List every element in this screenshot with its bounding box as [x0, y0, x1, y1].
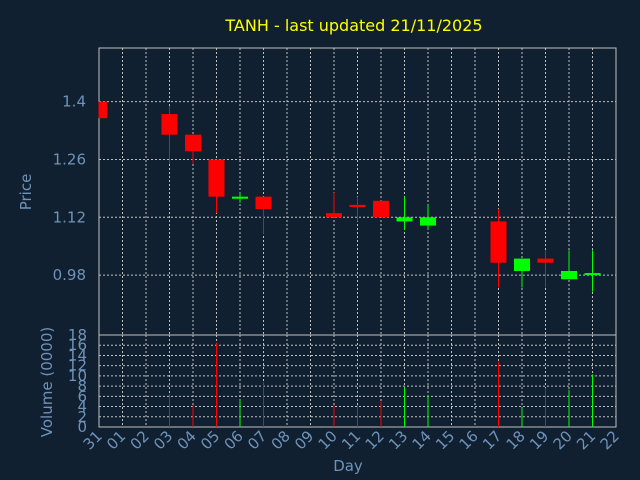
volume-axis-label: Volume (0000): [38, 327, 56, 437]
volume-y-tick-label: 8: [77, 377, 87, 395]
volume-y-tick-label: 6: [77, 387, 87, 405]
volume-y-tick-label: 16: [68, 336, 87, 354]
x-tick-label: 18: [503, 427, 529, 453]
candle-body: [537, 258, 554, 263]
x-tick-label: 12: [362, 427, 388, 453]
x-tick-labels: 3101020304050607080910111213141516171819…: [80, 427, 623, 453]
x-tick-label: 13: [385, 427, 411, 453]
candle-body: [514, 258, 530, 271]
candle-body: [161, 114, 178, 135]
volume-y-tick-label: 12: [68, 357, 87, 375]
x-tick-label: 14: [409, 427, 435, 453]
x-tick-label: 19: [526, 427, 552, 453]
candle-body: [255, 196, 272, 210]
volume-y-tick-label: 10: [68, 367, 87, 385]
volume-y-tick-label: 4: [77, 398, 87, 416]
candle-body: [99, 101, 107, 119]
x-tick-label: 01: [103, 427, 129, 453]
x-tick-label: 21: [573, 427, 599, 453]
x-tick-label: 15: [432, 427, 458, 453]
candle-body: [420, 217, 436, 226]
price-grid: [99, 48, 616, 335]
x-tick-label: 07: [244, 427, 270, 453]
price-y-tick-label: 1.12: [53, 208, 86, 226]
x-tick-label: 20: [550, 427, 576, 453]
volume-y-tick-label: 14: [68, 346, 87, 364]
volume-y-tick-label: 2: [77, 408, 87, 426]
x-tick-label: 22: [597, 427, 623, 453]
price-y-tick-label: 0.98: [53, 266, 86, 284]
x-tick-label: 08: [268, 427, 294, 453]
price-plot-border: [98, 47, 617, 336]
price-y-tick-labels: 1.4 1.26 1.12 0.98: [53, 93, 86, 284]
candle-body: [584, 273, 601, 276]
price-panel: 1.4 1.26 1.12 0.98 Price: [17, 47, 617, 336]
candle-body: [185, 134, 201, 152]
candle-body: [490, 221, 507, 263]
candle-body: [396, 217, 413, 222]
candle-body: [326, 213, 342, 218]
candle-body: [373, 200, 389, 218]
x-tick-label: 06: [221, 427, 247, 453]
candle-body: [232, 196, 248, 199]
x-axis-label: Day: [333, 457, 363, 475]
candles: [98, 101, 601, 292]
x-tick-label: 03: [150, 427, 176, 453]
candle-body: [208, 159, 225, 197]
volume-y-tick-label: 0: [77, 418, 87, 436]
price-y-tick-label: 1.26: [53, 150, 86, 168]
x-tick-label: 02: [127, 427, 153, 453]
volume-bars: [169, 342, 593, 427]
price-axis-label: Price: [17, 174, 35, 211]
x-tick-label: 04: [174, 427, 200, 453]
chart-title: TANH - last updated 21/11/2025: [224, 16, 482, 35]
candle-body: [561, 270, 577, 280]
x-tick-label: 10: [315, 427, 341, 453]
x-tick-label: 11: [338, 427, 364, 453]
x-tick-label: 17: [479, 427, 505, 453]
price-y-tick-label: 1.4: [62, 93, 86, 111]
volume-y-tick-label: 18: [68, 326, 87, 344]
candle-body: [349, 204, 366, 207]
x-tick-label: 09: [291, 427, 317, 453]
x-tick-label: 16: [456, 427, 482, 453]
x-tick-label: 05: [197, 427, 223, 453]
